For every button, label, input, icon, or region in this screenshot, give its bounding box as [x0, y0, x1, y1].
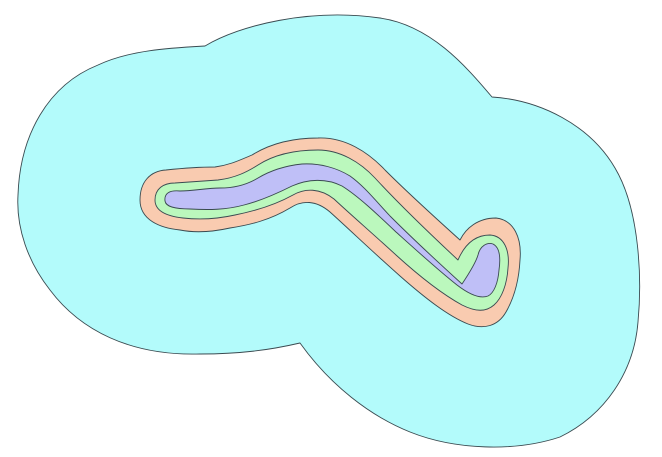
core-feature-zone [164, 163, 501, 298]
outer-buffer-zone [17, 14, 641, 448]
